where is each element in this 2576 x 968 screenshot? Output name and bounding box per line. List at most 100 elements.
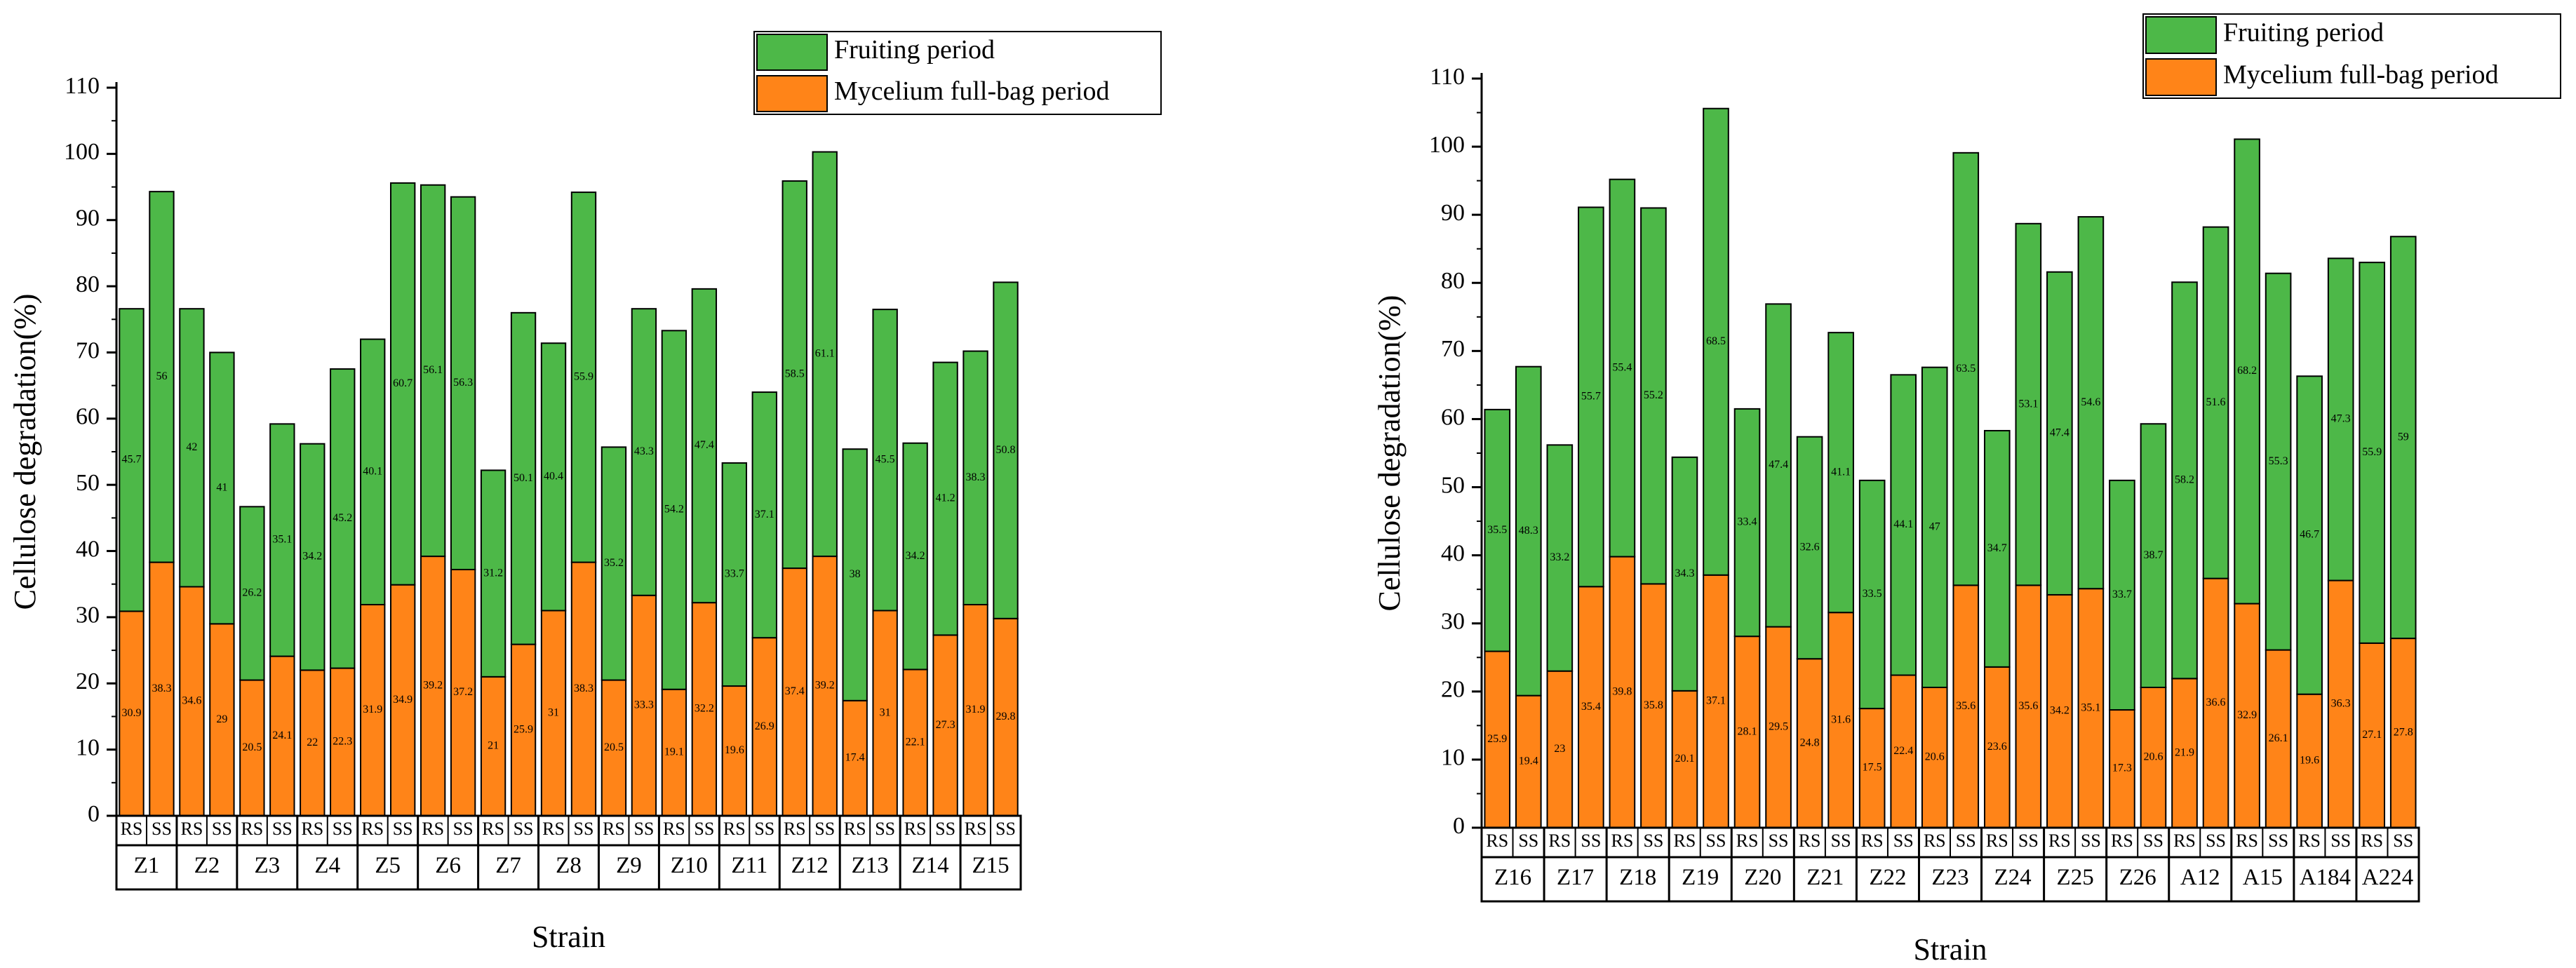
sub-category-label: SS (1893, 831, 1914, 851)
y-tick-label: 0 (1453, 813, 1465, 839)
data-label-fruiting: 38 (850, 568, 861, 580)
bar-fruiting-Z25-SS (2077, 216, 2105, 590)
data-label-mycelium: 35.6 (1956, 700, 1975, 712)
data-label-mycelium: 31.6 (1831, 713, 1851, 725)
data-label-fruiting: 47.4 (2050, 427, 2069, 439)
strain-label: A184 (2300, 865, 2351, 890)
strain-label: Z13 (852, 853, 889, 878)
sub-category-label: RS (844, 819, 866, 839)
sub-category-label: SS (1956, 831, 1976, 851)
data-label-mycelium: 26.9 (755, 720, 774, 732)
bar-mycelium-A12-RS (2171, 678, 2198, 828)
data-label-fruiting: 45.5 (876, 453, 895, 465)
bar-mycelium-Z22-SS (1890, 674, 1917, 828)
sub-category-label: SS (2081, 831, 2101, 851)
bar-mycelium-Z14-RS (902, 668, 928, 816)
strain-label: Z18 (1619, 865, 1656, 890)
sub-category-label: RS (1861, 831, 1884, 851)
bar-fruiting-Z2-RS (179, 308, 205, 588)
data-label-fruiting: 32.6 (1800, 542, 1820, 553)
data-label-mycelium: 19.6 (725, 744, 744, 756)
data-label-fruiting: 58.2 (2175, 474, 2194, 486)
data-label-fruiting: 40.4 (544, 471, 563, 483)
data-label-mycelium: 22 (307, 737, 318, 748)
bar-fruiting-Z14-SS (932, 361, 958, 636)
sub-category-label: SS (152, 819, 172, 839)
y-tick-label: 110 (65, 73, 100, 99)
bar-fruiting-Z13-SS (872, 309, 898, 612)
strain-label: Z25 (2057, 865, 2094, 890)
bar-fruiting-Z18-RS (1609, 178, 1636, 558)
legend-label-mycelium: Mycelium full-bag period (2223, 60, 2499, 90)
sub-category-label: SS (393, 819, 413, 839)
bar-fruiting-A224-SS (2389, 236, 2417, 640)
bar-fruiting-Z6-RS (420, 184, 446, 558)
bar-mycelium-Z15-SS (993, 617, 1019, 817)
data-label-fruiting: 41.2 (936, 492, 955, 504)
sub-category-label: RS (1924, 831, 1946, 851)
data-label-fruiting: 48.3 (1519, 525, 1538, 537)
data-label-mycelium: 29.5 (1769, 720, 1788, 732)
data-label-fruiting: 43.3 (634, 445, 654, 457)
data-label-mycelium: 31 (548, 706, 559, 718)
legend-label-fruiting: Fruiting period (834, 35, 995, 65)
data-label-fruiting: 41 (216, 482, 227, 494)
data-label-mycelium: 31.9 (363, 704, 382, 715)
data-label-fruiting: 33.4 (1738, 516, 1757, 528)
sub-category-label: SS (2268, 831, 2288, 851)
bar-fruiting-Z7-SS (510, 311, 537, 645)
sub-category-label: SS (453, 819, 474, 839)
bar-fruiting-Z13-RS (842, 448, 868, 701)
sub-category-label: RS (361, 819, 384, 839)
bar-fruiting-Z17-SS (1578, 206, 1604, 588)
bar-mycelium-Z8-RS (540, 610, 567, 816)
y-tick-label: 50 (1441, 472, 1465, 498)
strain-label: Z22 (1869, 865, 1906, 890)
data-label-mycelium: 29 (216, 713, 227, 725)
sub-category-label: RS (663, 819, 685, 839)
sub-category-label: RS (1486, 831, 1508, 851)
sub-category-label: SS (875, 819, 895, 839)
bar-fruiting-Z14-RS (902, 442, 928, 671)
bar-mycelium-Z22-RS (1858, 708, 1886, 828)
sub-category-label: RS (1674, 831, 1696, 851)
y-tick-label: 90 (76, 206, 100, 231)
bar-mycelium-Z1-RS (119, 610, 145, 817)
data-label-fruiting: 44.1 (1893, 518, 1913, 530)
data-label-mycelium: 35.6 (2018, 700, 2038, 712)
bar-fruiting-Z21-RS (1796, 436, 1823, 660)
strain-label: Z7 (495, 853, 521, 878)
bar-fruiting-Z1-SS (149, 191, 175, 563)
legend-swatch-mycelium (2145, 58, 2217, 96)
strain-label: Z24 (1994, 865, 2031, 890)
sub-category-label: RS (121, 819, 143, 839)
data-label-fruiting: 50.1 (514, 472, 533, 484)
data-label-fruiting: 55.3 (2269, 455, 2288, 467)
bar-fruiting-Z9-RS (601, 446, 627, 681)
bar-fruiting-Z15-RS (962, 350, 988, 605)
data-label-mycelium: 28.1 (1738, 725, 1757, 737)
data-label-mycelium: 22.3 (333, 735, 352, 747)
sub-category-label: SS (1706, 831, 1726, 851)
sub-category-label: RS (1548, 831, 1571, 851)
sub-category-label: SS (694, 819, 714, 839)
strain-label: Z17 (1557, 865, 1594, 890)
bar-fruiting-A12-RS (2171, 281, 2198, 680)
sub-category-label: RS (1736, 831, 1759, 851)
data-label-mycelium: 29.8 (996, 711, 1016, 722)
y-tick-label: 20 (76, 668, 100, 694)
data-label-mycelium: 36.3 (2331, 697, 2351, 709)
data-label-mycelium: 17.3 (2112, 762, 2132, 774)
x-axis-label: Strain (1913, 932, 1987, 967)
data-label-fruiting: 35.5 (1487, 524, 1507, 536)
chart-panel-2: 25.9 35.5 19.4 48.3 23 33.2 35.4 55.7 39.8 55.4 35… (1372, 13, 2561, 967)
bar-fruiting-Z2-SS (209, 351, 235, 625)
y-tick-label: 60 (1441, 404, 1465, 430)
data-label-fruiting: 55.4 (1612, 361, 1632, 373)
bar-fruiting-Z4-SS (330, 368, 356, 669)
sub-category-label: SS (1769, 831, 1789, 851)
data-label-fruiting: 34.3 (1675, 567, 1694, 579)
data-label-fruiting: 47.4 (695, 439, 714, 451)
data-label-fruiting: 38.3 (966, 471, 986, 483)
